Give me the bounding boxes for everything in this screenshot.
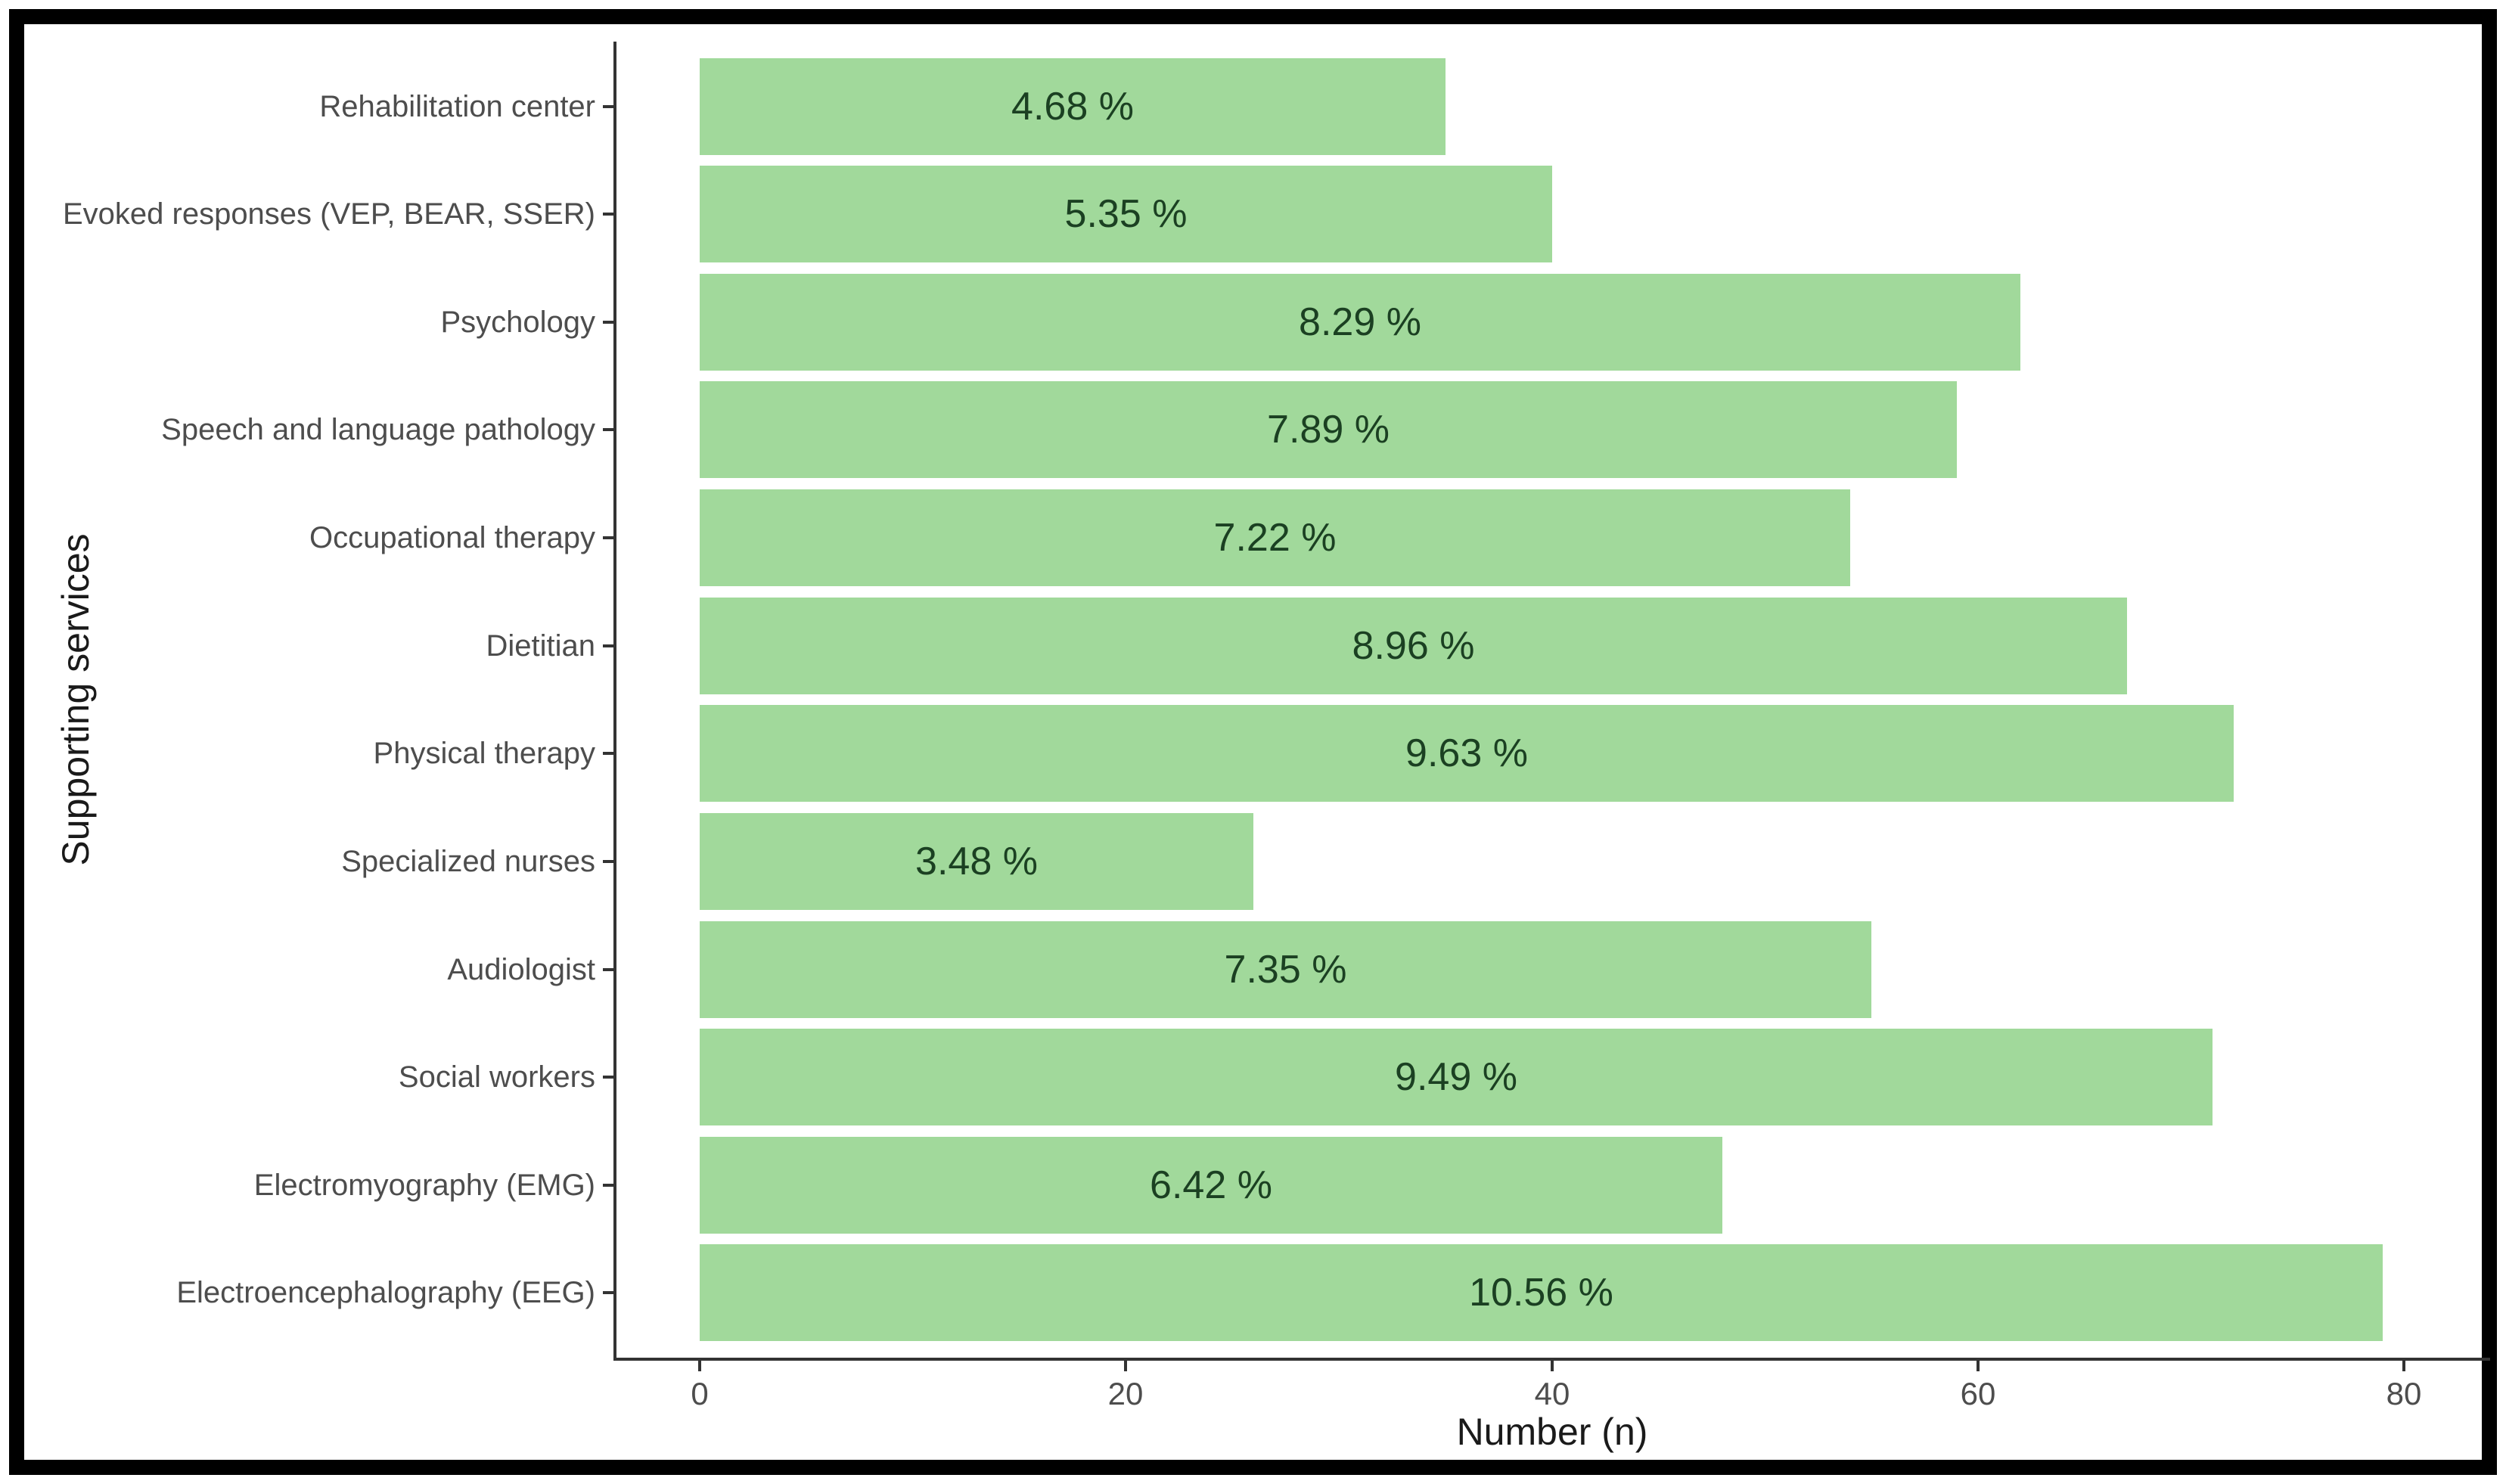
bar xyxy=(700,58,1446,155)
y-tick-label: Electromyography (EMG) xyxy=(253,1169,595,1202)
y-tick-mark xyxy=(603,860,613,863)
y-tick-mark xyxy=(603,752,613,755)
x-axis-title: Number (n) xyxy=(1456,1411,1648,1453)
y-tick-label: Electroencephalography (EEG) xyxy=(176,1276,595,1309)
y-tick-label: Evoked responses (VEP, BEAR, SSER) xyxy=(62,197,595,231)
y-tick-label: Dietitian xyxy=(486,629,595,663)
bar xyxy=(700,1029,2213,1125)
x-tick-mark xyxy=(698,1361,701,1371)
bar xyxy=(700,1137,1722,1234)
bar-value-label: 6.42 % xyxy=(1150,1163,1272,1207)
x-tick-label: 80 xyxy=(2386,1376,2422,1411)
x-axis-line xyxy=(613,1358,2490,1361)
y-axis-line xyxy=(613,42,616,1361)
y-tick-label: Specialized nurses xyxy=(341,845,595,878)
y-axis-title: Supporting services xyxy=(54,533,97,866)
bar xyxy=(700,166,1552,262)
y-tick-mark xyxy=(603,1076,613,1079)
bar xyxy=(700,274,2020,371)
y-tick-mark xyxy=(603,968,613,971)
x-tick-mark xyxy=(2402,1361,2405,1371)
bar xyxy=(700,381,1957,478)
bar-value-label: 8.29 % xyxy=(1299,300,1421,344)
y-tick-label: Occupational therapy xyxy=(309,521,595,554)
x-tick-label: 40 xyxy=(1534,1376,1570,1411)
y-tick-mark xyxy=(603,213,613,216)
y-tick-label: Psychology xyxy=(440,306,595,339)
y-tick-mark xyxy=(603,1184,613,1187)
bar-value-label: 4.68 % xyxy=(1011,85,1134,129)
bar-value-label: 10.56 % xyxy=(1469,1271,1613,1315)
x-tick-label: 20 xyxy=(1107,1376,1144,1411)
bar xyxy=(700,813,1253,910)
bar-value-label: 7.35 % xyxy=(1224,948,1347,992)
x-tick-mark xyxy=(1977,1361,1980,1371)
bar-value-label: 8.96 % xyxy=(1352,624,1475,668)
bar-value-label: 9.49 % xyxy=(1395,1055,1517,1099)
y-tick-label: Speech and language pathology xyxy=(161,413,595,446)
bar xyxy=(700,489,1850,586)
y-tick-mark xyxy=(603,105,613,108)
bar xyxy=(700,1244,2383,1341)
x-tick-mark xyxy=(1124,1361,1127,1371)
bar-value-label: 9.63 % xyxy=(1405,731,1528,775)
x-tick-mark xyxy=(1551,1361,1554,1371)
y-tick-label: Audiologist xyxy=(447,953,595,986)
y-tick-mark xyxy=(603,536,613,539)
bar xyxy=(700,598,2127,694)
bar-value-label: 7.22 % xyxy=(1213,516,1337,560)
bar xyxy=(700,705,2234,802)
y-tick-mark xyxy=(603,321,613,324)
bar-value-label: 3.48 % xyxy=(915,840,1038,883)
bar-value-label: 5.35 % xyxy=(1064,192,1188,236)
y-tick-label: Social workers xyxy=(398,1060,595,1094)
y-tick-mark xyxy=(603,428,613,431)
y-tick-label: Rehabilitation center xyxy=(319,90,595,123)
bar-value-label: 7.89 % xyxy=(1267,408,1390,452)
y-tick-mark xyxy=(603,1291,613,1294)
x-tick-label: 0 xyxy=(691,1376,709,1411)
y-tick-mark xyxy=(603,644,613,647)
bar xyxy=(700,921,1871,1018)
y-tick-label: Physical therapy xyxy=(373,737,595,770)
x-tick-label: 60 xyxy=(1960,1376,1996,1411)
